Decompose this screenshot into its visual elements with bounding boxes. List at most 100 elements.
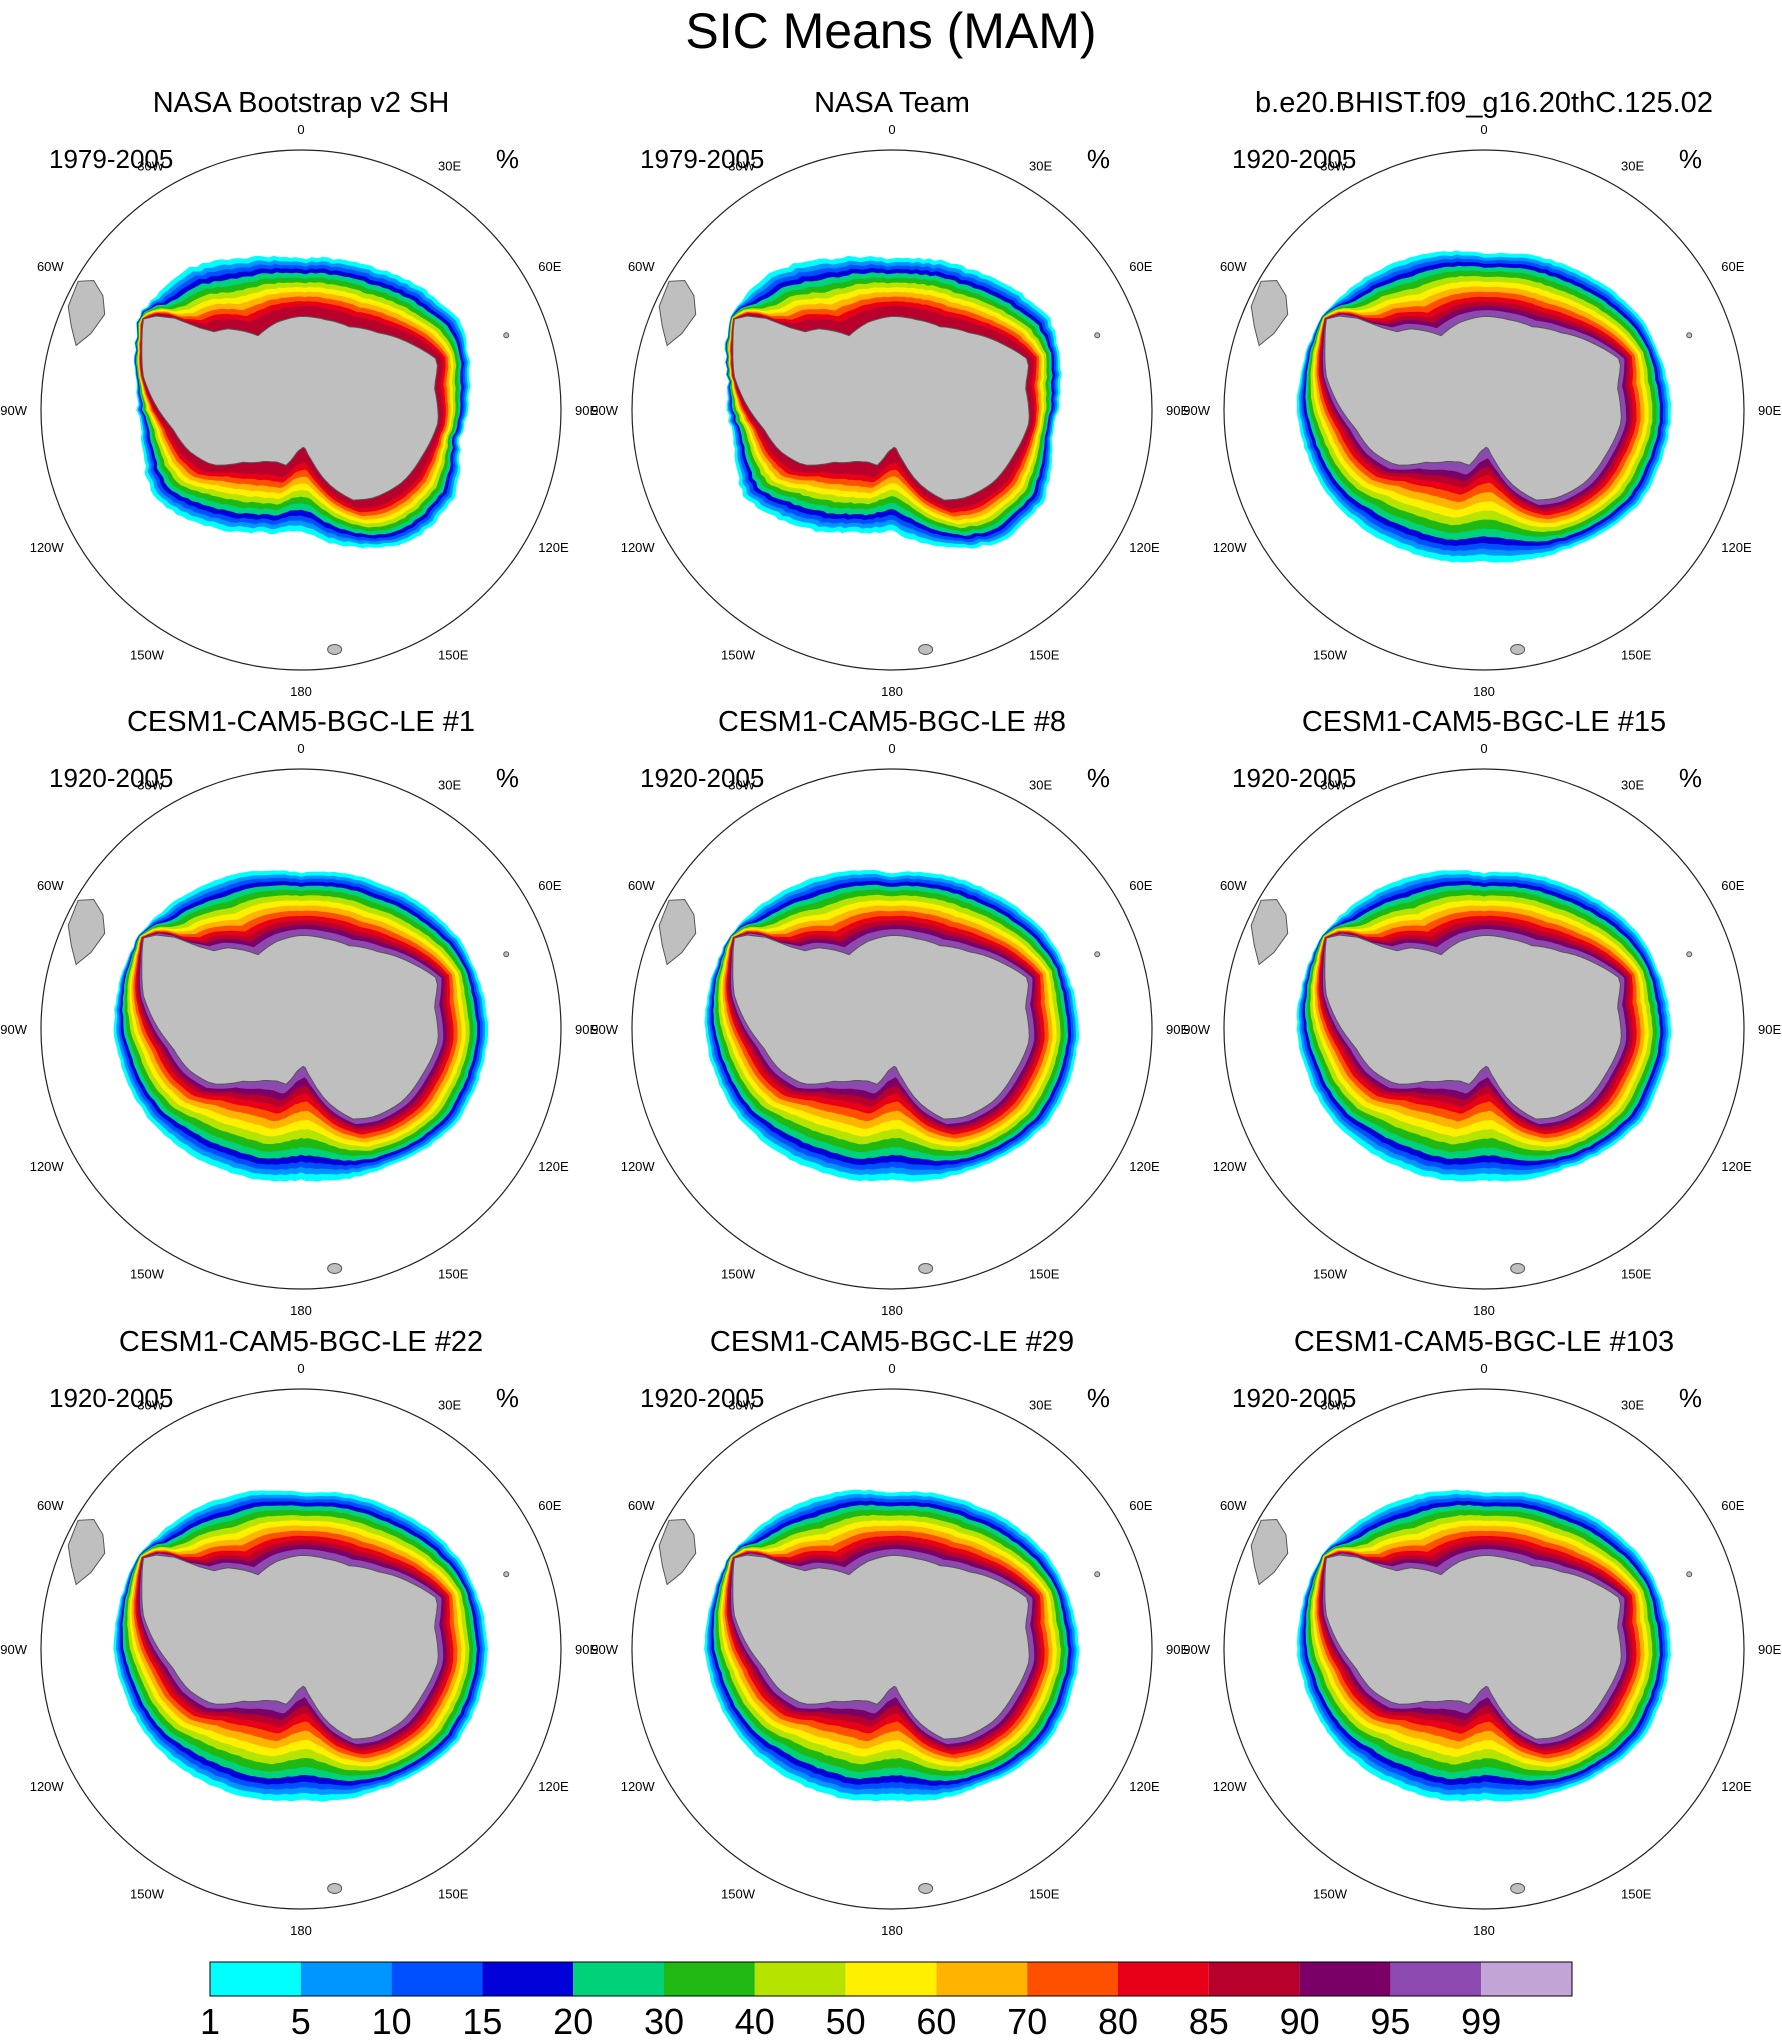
longitude-label: 90E (575, 403, 598, 418)
colorbar-level-label: 85 (1189, 2001, 1229, 2042)
longitude-label: 30W (1320, 159, 1347, 174)
new-zealand-landmass (1510, 1882, 1526, 1894)
new-zealand-landmass (918, 643, 934, 655)
antarctica-landmass (732, 315, 1030, 501)
longitude-label: 0 (1480, 741, 1487, 756)
longitude-label: 0 (888, 741, 895, 756)
longitude-label: 30E (1029, 778, 1052, 793)
map-panel: 0 30E 60E 90E 120E 150E 180 150W 120W 90W 60W 30W CE… (591, 1326, 1189, 1938)
longitude-label: 120W (621, 540, 656, 555)
colorbar-swatch (1208, 1962, 1300, 1996)
longitude-label: 60W (1220, 878, 1247, 893)
longitude-label: 150W (721, 647, 756, 662)
colorbar: 1 5 10 15 20 30 40 50 60 70 80 85 90 95 99 (200, 1961, 1573, 2042)
kerguelen-island (1094, 951, 1101, 958)
longitude-label: 30E (438, 159, 461, 174)
longitude-label: 90E (1166, 1022, 1189, 1037)
period-label: 1920-2005 (640, 763, 764, 793)
antarctica-landmass (1324, 315, 1622, 501)
longitude-label: 60W (628, 1498, 655, 1513)
colorbar-swatch (573, 1962, 664, 1996)
longitude-label: 90W (0, 1022, 27, 1037)
antarctica-landmass (141, 934, 439, 1120)
units-label: % (496, 1383, 519, 1413)
kerguelen-island (1686, 1571, 1693, 1578)
colorbar-level-label: 60 (916, 2001, 956, 2042)
south-america-landmass (67, 279, 106, 347)
period-label: 1920-2005 (1232, 763, 1356, 793)
map-area (1224, 150, 1744, 670)
map-panel: 0 30E 60E 90E 120E 150E 180 150W 120W 90W 60W 30W b.… (1183, 87, 1781, 699)
longitude-label: 120E (1129, 540, 1160, 555)
longitude-label: 120E (1721, 540, 1752, 555)
longitude-label: 60E (538, 259, 561, 274)
antarctica-landmass (1324, 1554, 1622, 1740)
longitude-label: 30W (728, 1398, 755, 1413)
panel-title: CESM1-CAM5-BGC-LE #29 (710, 1326, 1074, 1358)
longitude-label: 120E (1129, 1159, 1160, 1174)
longitude-label: 30W (728, 778, 755, 793)
panel-title: CESM1-CAM5-BGC-LE #103 (1294, 1326, 1674, 1358)
units-label: % (1087, 144, 1110, 174)
longitude-label: 30E (1621, 1398, 1644, 1413)
longitude-label: 120E (1721, 1159, 1752, 1174)
longitude-label: 60E (1129, 1498, 1152, 1513)
colorbar-swatch (482, 1962, 574, 1996)
period-label: 1920-2005 (49, 1383, 173, 1413)
units-label: % (1679, 763, 1702, 793)
longitude-label: 90W (591, 403, 618, 418)
map-area (1224, 769, 1744, 1289)
longitude-label: 90W (591, 1642, 618, 1657)
longitude-label: 90E (575, 1022, 598, 1037)
longitude-label: 150W (1313, 1266, 1348, 1281)
map-boundary (631, 149, 1153, 671)
longitude-label: 180 (1473, 1923, 1495, 1938)
longitude-label: 180 (881, 684, 903, 699)
colorbar-swatch (936, 1962, 1028, 1996)
new-zealand-landmass (327, 1262, 343, 1274)
map-boundary (40, 768, 562, 1290)
longitude-label: 60E (1721, 1498, 1744, 1513)
map-panel: 0 30E 60E 90E 120E 150E 180 150W 120W 90W 60W 30W CE… (1183, 1326, 1781, 1938)
map-boundary (1223, 768, 1745, 1290)
units-label: % (496, 144, 519, 174)
longitude-label: 150E (438, 1886, 469, 1901)
longitude-label: 0 (888, 122, 895, 137)
longitude-label: 60W (1220, 1498, 1247, 1513)
longitude-label: 150E (1029, 1886, 1060, 1901)
longitude-label: 60E (538, 1498, 561, 1513)
colorbar-level-label: 30 (644, 2001, 684, 2042)
colorbar-swatch (1299, 1962, 1391, 1996)
longitude-label: 30W (137, 159, 164, 174)
map-panel: 0 30E 60E 90E 120E 150E 180 150W 120W 90W 60W 30W CE… (0, 1326, 598, 1938)
longitude-label: 30E (1029, 1398, 1052, 1413)
south-america-landmass (658, 898, 697, 966)
longitude-label: 30E (1029, 159, 1052, 174)
longitude-label: 90E (1166, 1642, 1189, 1657)
kerguelen-island (1094, 332, 1101, 339)
colorbar-level-label: 95 (1370, 2001, 1410, 2042)
map-area (632, 150, 1152, 670)
antarctica-landmass (732, 934, 1030, 1120)
longitude-label: 90W (1183, 1642, 1210, 1657)
map-boundary (1223, 149, 1745, 671)
new-zealand-landmass (327, 643, 343, 655)
panel-title: CESM1-CAM5-BGC-LE #1 (127, 706, 475, 738)
colorbar-swatch (664, 1962, 755, 1996)
longitude-label: 90W (1183, 1022, 1210, 1037)
new-zealand-landmass (918, 1882, 934, 1894)
longitude-label: 180 (881, 1303, 903, 1318)
map-area (41, 1389, 561, 1909)
period-label: 1920-2005 (1232, 1383, 1356, 1413)
longitude-label: 60W (37, 259, 64, 274)
longitude-label: 30E (438, 1398, 461, 1413)
map-boundary (1223, 1388, 1745, 1910)
south-america-landmass (1250, 279, 1289, 347)
colorbar-swatch (1390, 1962, 1482, 1996)
colorbar-level-label: 15 (462, 2001, 502, 2042)
longitude-label: 150E (1029, 1266, 1060, 1281)
units-label: % (496, 763, 519, 793)
colorbar-swatch (1481, 1962, 1572, 1996)
kerguelen-island (503, 951, 510, 958)
period-label: 1920-2005 (1232, 144, 1356, 174)
